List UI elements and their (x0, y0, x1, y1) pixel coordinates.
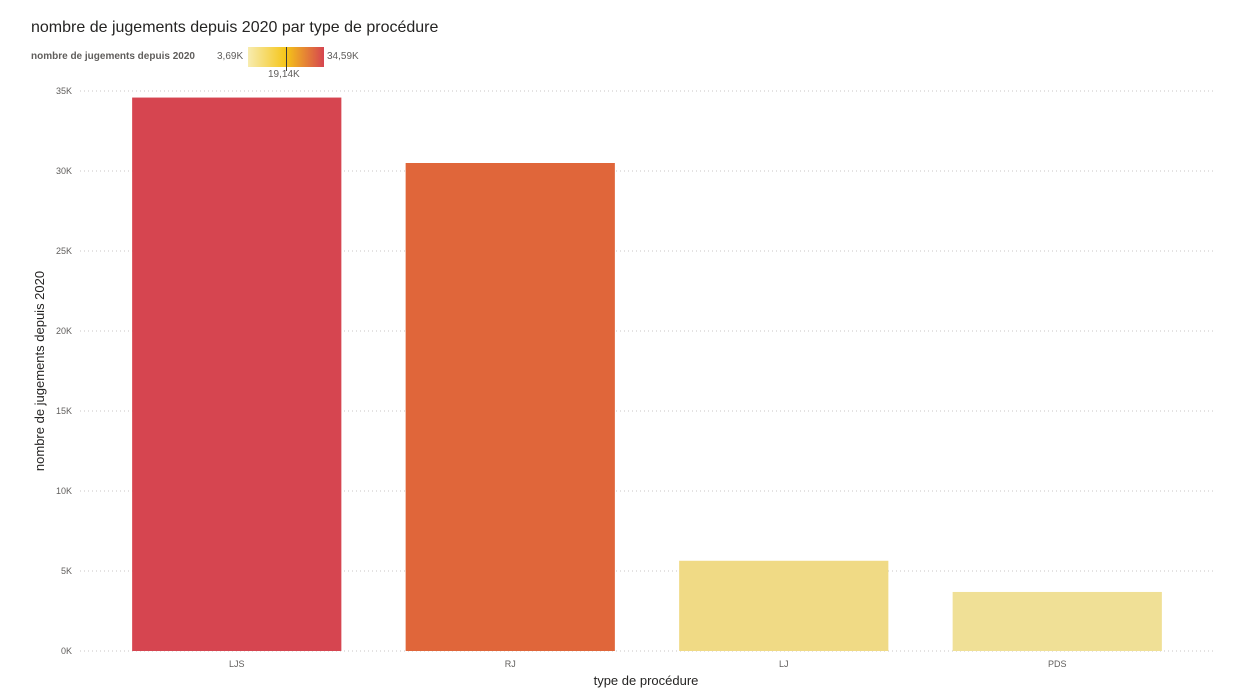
y-tick-label: 10K (56, 486, 72, 496)
bar-lj[interactable] (679, 560, 889, 651)
color-legend-mid: 19,14K (268, 69, 300, 80)
color-legend-label: nombre de jugements depuis 2020 (31, 51, 195, 62)
bar-rj[interactable] (405, 163, 615, 651)
y-tick-label: 30K (56, 166, 72, 176)
bar-ljs[interactable] (132, 97, 342, 651)
y-tick-label: 15K (56, 406, 72, 416)
color-legend-max: 34,59K (327, 51, 359, 62)
color-legend-min: 3,69K (217, 51, 244, 62)
y-tick-label: 5K (61, 566, 72, 576)
y-tick-label: 20K (56, 326, 72, 336)
bar-pds[interactable] (952, 591, 1162, 651)
y-tick-label: 35K (56, 86, 72, 96)
x-tick-label: RJ (505, 659, 516, 669)
x-axis-title: type de procédure (594, 673, 699, 688)
y-tick-label: 25K (56, 246, 72, 256)
x-tick-label: LJS (229, 659, 245, 669)
color-legend-midpoint-marker (286, 47, 287, 71)
chart-title: nombre de jugements depuis 2020 par type… (31, 19, 439, 36)
y-tick-label: 0K (61, 646, 72, 656)
x-tick-label: LJ (779, 659, 789, 669)
y-axis-title: nombre de jugements depuis 2020 (32, 271, 47, 471)
x-tick-label: PDS (1048, 659, 1067, 669)
